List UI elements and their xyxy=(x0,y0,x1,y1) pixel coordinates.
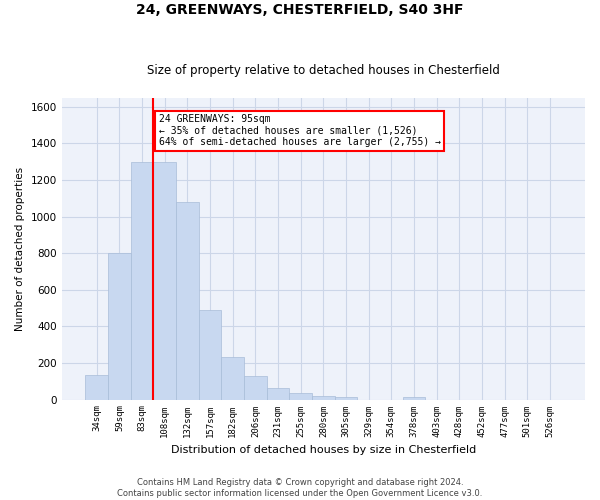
Bar xyxy=(199,310,221,400)
Bar xyxy=(335,397,358,400)
X-axis label: Distribution of detached houses by size in Chesterfield: Distribution of detached houses by size … xyxy=(171,445,476,455)
Bar xyxy=(221,358,244,400)
Bar xyxy=(312,396,335,400)
Bar xyxy=(289,393,312,400)
Text: 24, GREENWAYS, CHESTERFIELD, S40 3HF: 24, GREENWAYS, CHESTERFIELD, S40 3HF xyxy=(136,2,464,16)
Bar xyxy=(154,162,176,400)
Bar xyxy=(176,202,199,400)
Text: 24 GREENWAYS: 95sqm
← 35% of detached houses are smaller (1,526)
64% of semi-det: 24 GREENWAYS: 95sqm ← 35% of detached ho… xyxy=(158,114,440,148)
Text: Contains HM Land Registry data © Crown copyright and database right 2024.
Contai: Contains HM Land Registry data © Crown c… xyxy=(118,478,482,498)
Bar xyxy=(131,162,154,400)
Bar xyxy=(85,375,108,400)
Bar xyxy=(403,397,425,400)
Bar xyxy=(244,376,266,400)
Title: Size of property relative to detached houses in Chesterfield: Size of property relative to detached ho… xyxy=(147,64,500,77)
Bar xyxy=(266,388,289,400)
Y-axis label: Number of detached properties: Number of detached properties xyxy=(15,166,25,330)
Bar xyxy=(108,253,131,400)
